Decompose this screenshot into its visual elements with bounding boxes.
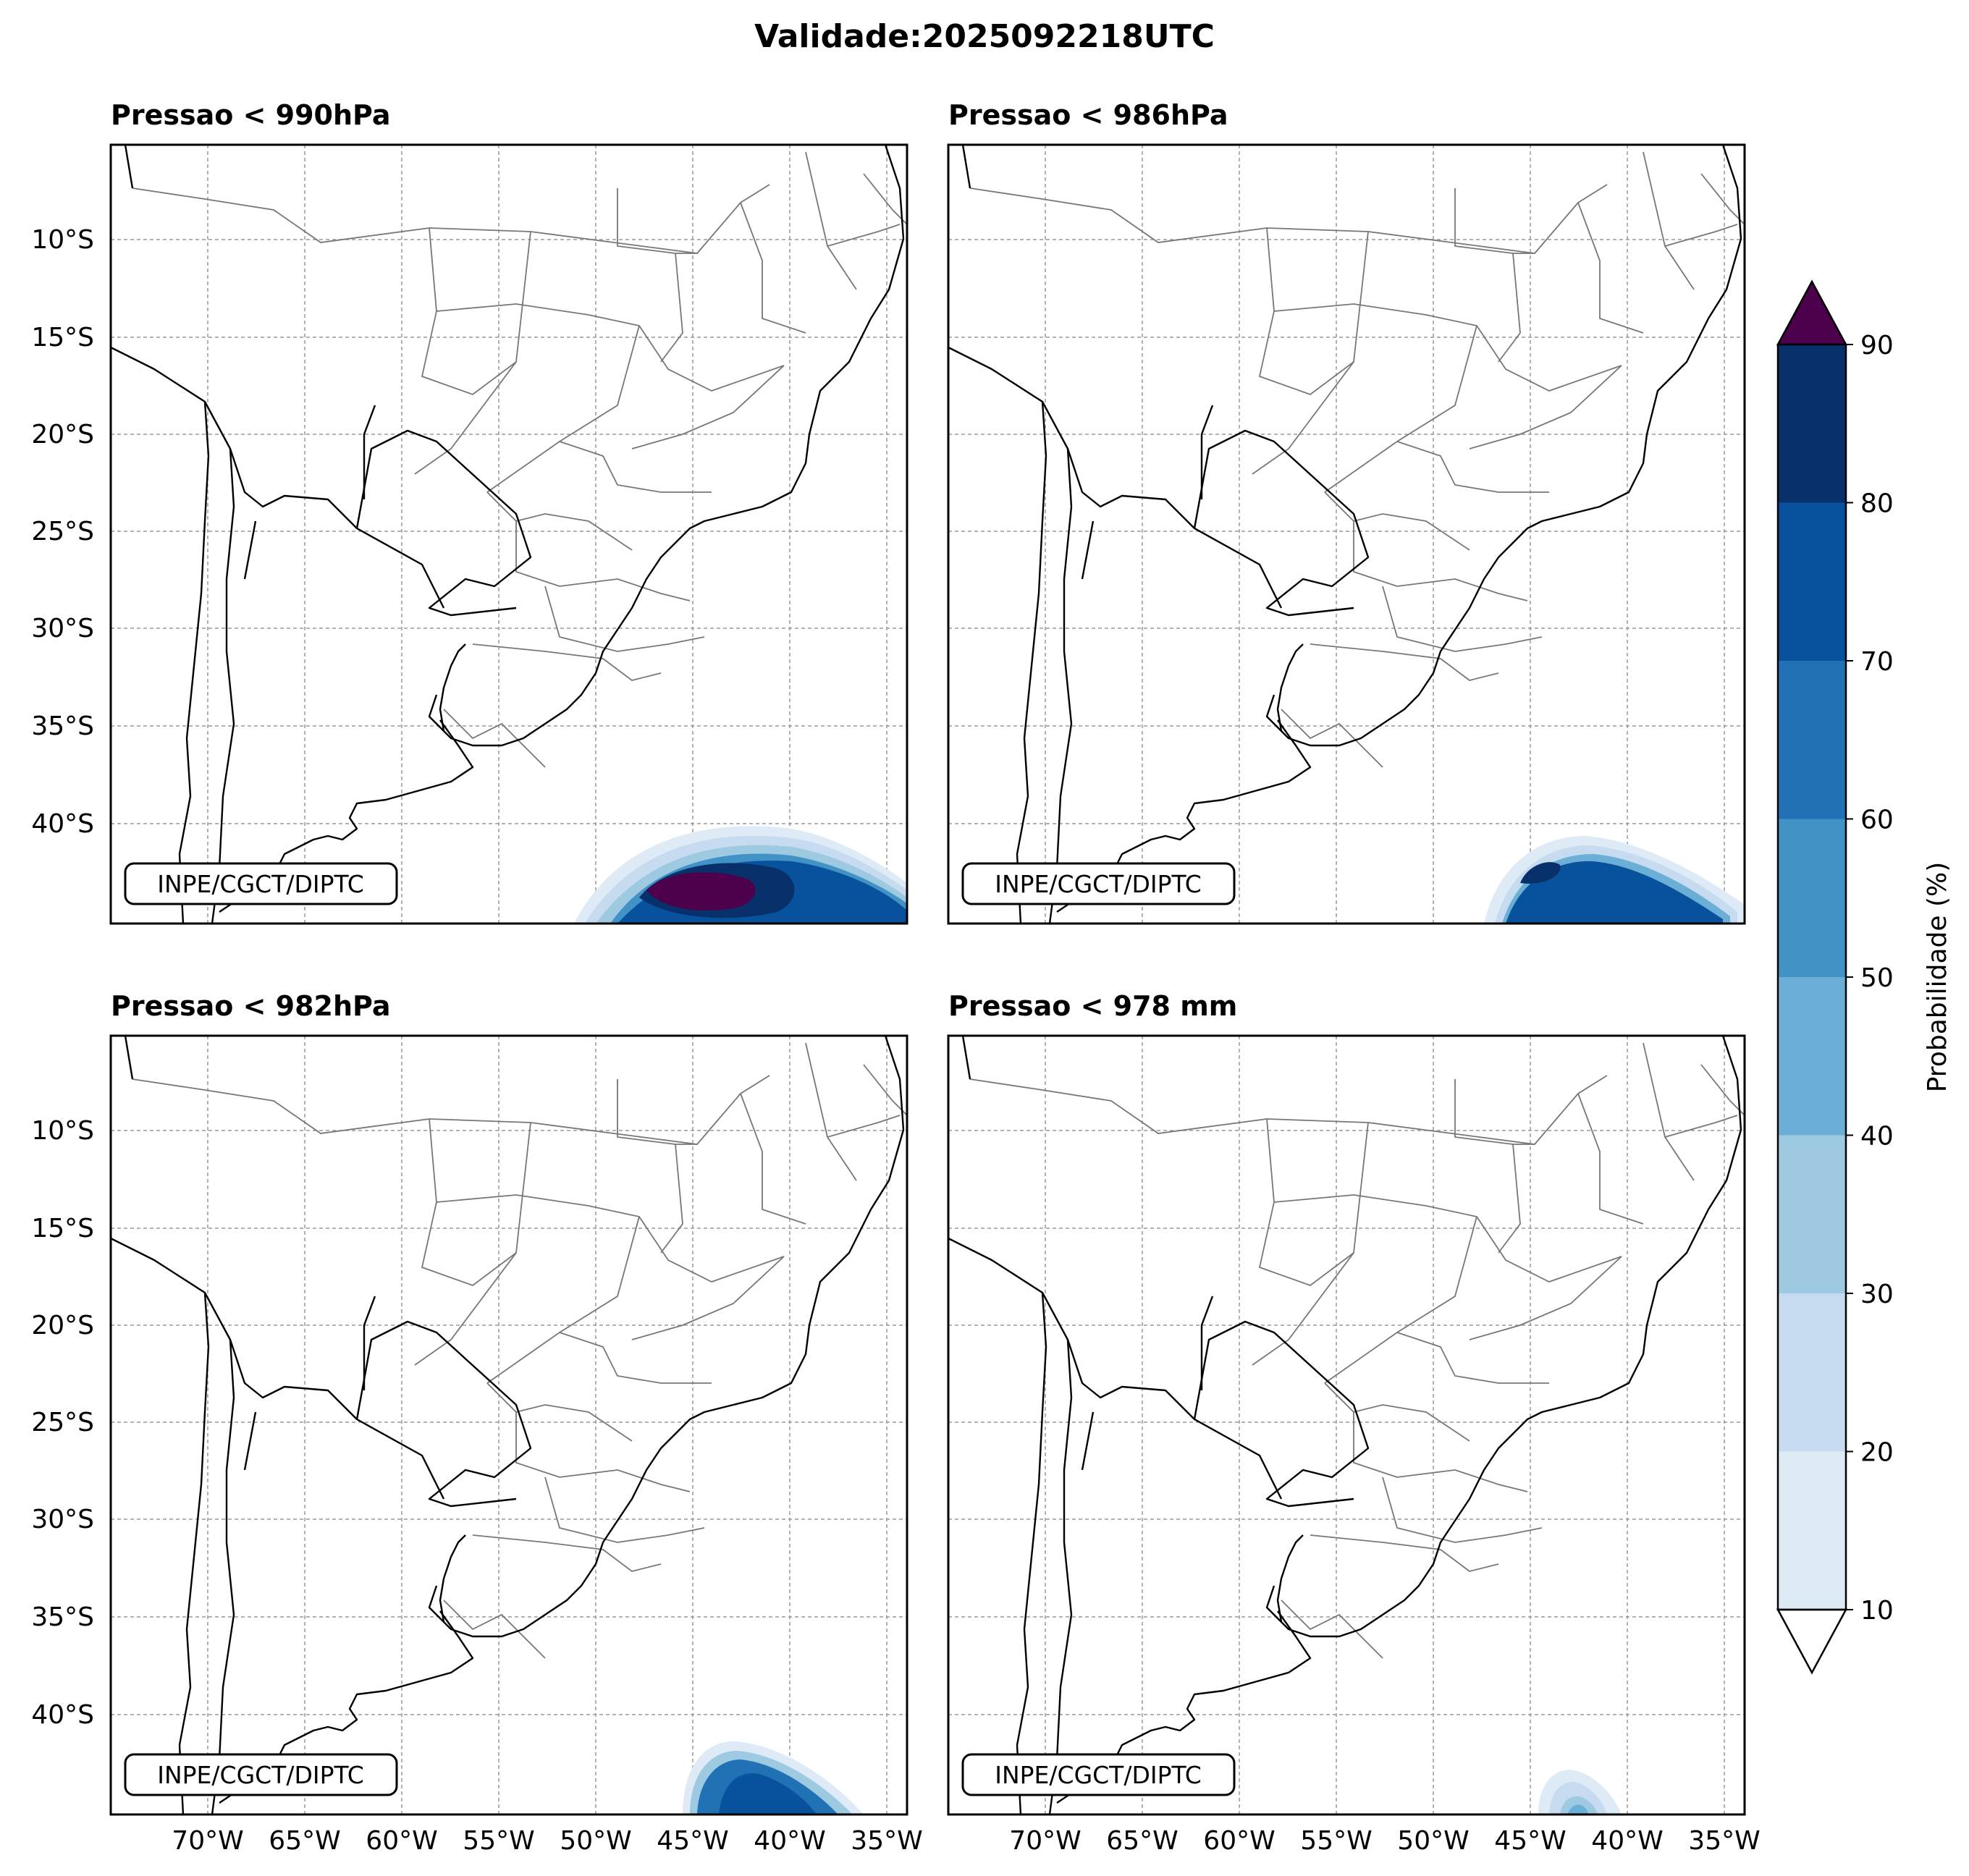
colorbar-tick-label: 30: [1860, 1280, 1894, 1309]
colorbar-over-arrow: [1776, 279, 1848, 346]
lon-tick: 60°W: [366, 1826, 437, 1856]
map-frame: [947, 143, 1746, 925]
colorbar-tick-label: 70: [1860, 647, 1894, 677]
colorbar-label: Probabilidade (%): [1923, 862, 1952, 1093]
colorbar-tick-label: 10: [1860, 1596, 1894, 1626]
credit-text: INPE/CGCT/DIPTC: [995, 870, 1202, 898]
credit-label: INPE/CGCT/DIPTC: [961, 1753, 1236, 1796]
colorbar-segment: [1778, 345, 1846, 503]
colorbar-segment: [1778, 502, 1846, 661]
colorbar-tick-label: 50: [1860, 963, 1894, 993]
colorbar-segment: [1778, 819, 1846, 977]
colorbar-tick-label: 60: [1860, 806, 1894, 835]
panel-title: Pressao < 986hPa: [948, 99, 1228, 131]
lat-axis: 10°S 15°S 20°S 25°S 30°S 35°S 40°S: [31, 1116, 94, 1730]
panel-title: Pressao < 990hPa: [111, 99, 391, 131]
lon-tick: 70°W: [1009, 1826, 1081, 1856]
credit-text: INPE/CGCT/DIPTC: [995, 1761, 1202, 1789]
panel-990: Pressao < 990hPa INPE/CGCT/DIPTC 10°S 15…: [31, 99, 908, 925]
colorbar: 10 20 30 40 50 60 70 80 90 Probabilidade (%): [1776, 279, 1952, 1675]
lon-tick: 65°W: [269, 1826, 340, 1856]
colorbar-segment: [1778, 1135, 1846, 1293]
probability-area: [1538, 1770, 1622, 1814]
lon-tick: 55°W: [1300, 1826, 1372, 1856]
colorbar-segment: [1778, 1451, 1846, 1610]
lat-tick: 25°S: [31, 517, 94, 546]
lat-tick: 15°S: [31, 323, 94, 352]
probability-area: [1484, 836, 1745, 924]
lon-tick: 70°W: [172, 1826, 243, 1856]
panel-982: Pressao < 982hPa INPE/CGCT/DIPTC 10°S 15…: [31, 990, 922, 1856]
panel-title: Pressao < 978 mm: [948, 990, 1237, 1022]
colorbar-tick-label: 80: [1860, 489, 1894, 519]
lat-tick: 20°S: [31, 1311, 94, 1340]
lon-tick: 35°W: [1688, 1826, 1760, 1856]
lat-tick: 25°S: [31, 1408, 94, 1437]
lon-axis: 70°W 65°W 60°W 55°W 50°W 45°W 40°W 35°W: [172, 1826, 922, 1856]
lat-tick: 40°S: [31, 809, 94, 839]
lon-tick: 35°W: [851, 1826, 922, 1856]
colorbar-segment: [1778, 661, 1846, 819]
lon-tick: 40°W: [1591, 1826, 1663, 1856]
credit-text: INPE/CGCT/DIPTC: [157, 1761, 364, 1789]
lon-tick: 50°W: [560, 1826, 631, 1856]
probability-area: [574, 826, 907, 924]
credit-label: INPE/CGCT/DIPTC: [961, 862, 1236, 905]
colorbar-segment: [1778, 977, 1846, 1136]
colorbar-tick-label: 90: [1860, 331, 1894, 360]
lat-tick: 30°S: [31, 1505, 94, 1534]
lat-tick: 30°S: [31, 614, 94, 643]
probability-area: [683, 1741, 864, 1814]
lat-tick: 35°S: [31, 711, 94, 741]
panel-title: Pressao < 982hPa: [111, 990, 391, 1022]
lon-axis: 70°W 65°W 60°W 55°W 50°W 45°W 40°W 35°W: [1009, 1826, 1760, 1856]
lat-tick: 40°S: [31, 1700, 94, 1730]
lon-tick: 50°W: [1397, 1826, 1469, 1856]
colorbar-tick-label: 20: [1860, 1438, 1894, 1468]
map-frame: [109, 143, 908, 925]
lat-tick: 15°S: [31, 1214, 94, 1243]
map-frame: [947, 1034, 1746, 1816]
lon-tick: 55°W: [463, 1826, 534, 1856]
lat-tick: 10°S: [31, 225, 94, 255]
colorbar-under-arrow: [1776, 1608, 1848, 1675]
lon-tick: 60°W: [1203, 1826, 1275, 1856]
lon-tick: 45°W: [1494, 1826, 1566, 1856]
panel-986: Pressao < 986hPa INPE/CGCT/DIPTC: [947, 99, 1746, 925]
lat-tick: 35°S: [31, 1602, 94, 1632]
credit-label: INPE/CGCT/DIPTC: [124, 1753, 398, 1796]
colorbar-segments: [1778, 345, 1846, 1610]
lat-tick: 10°S: [31, 1116, 94, 1146]
lon-tick: 65°W: [1106, 1826, 1178, 1856]
credit-label: INPE/CGCT/DIPTC: [124, 862, 398, 905]
colorbar-ticks: 10 20 30 40 50 60 70 80 90: [1846, 331, 1894, 1626]
lat-tick: 20°S: [31, 420, 94, 449]
colorbar-tick-label: 40: [1860, 1122, 1894, 1152]
panel-978: Pressao < 978 mm INPE/CGCT/DIPTC 70°W 65…: [947, 990, 1761, 1856]
map-frame: [109, 1034, 908, 1816]
credit-text: INPE/CGCT/DIPTC: [157, 870, 364, 898]
lat-axis: 10°S 15°S 20°S 25°S 30°S 35°S 40°S: [31, 225, 94, 839]
figure-title: Validade:2025092218UTC: [754, 18, 1215, 55]
colorbar-segment: [1778, 1293, 1846, 1452]
lon-tick: 45°W: [657, 1826, 728, 1856]
lon-tick: 40°W: [754, 1826, 825, 1856]
